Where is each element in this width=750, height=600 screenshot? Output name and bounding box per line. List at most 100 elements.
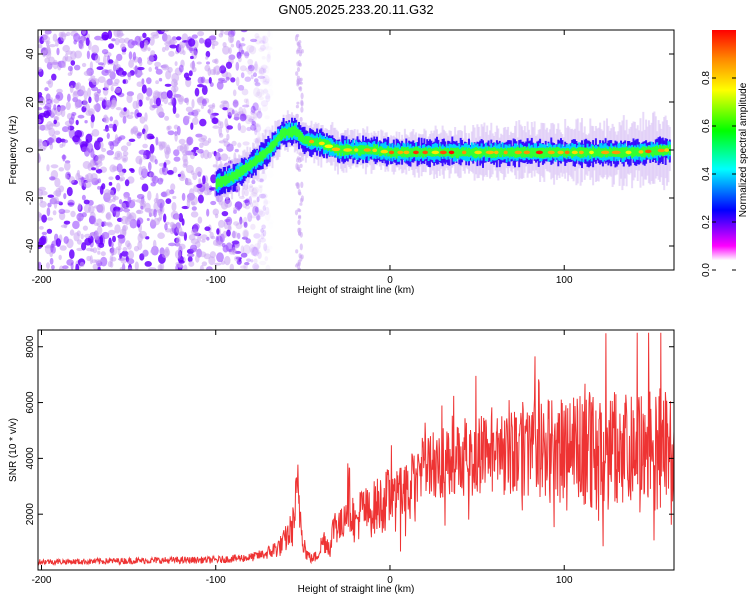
noise-speckle [259, 260, 267, 266]
noise-speckle [165, 198, 172, 205]
noise-speckle [51, 196, 59, 204]
noise-speckle [56, 47, 60, 56]
ridge-band-cell [482, 149, 484, 156]
noise-speckle [251, 120, 257, 126]
noise-speckle [295, 104, 299, 109]
noise-speckle [44, 30, 49, 38]
noise-speckle [233, 113, 240, 121]
ridge-band-cell [274, 138, 277, 147]
noise-speckle [204, 226, 211, 231]
ridge-band-cell [456, 147, 459, 159]
ridge-band-cell [654, 145, 657, 156]
noise-speckle [99, 141, 104, 149]
noise-speckle [95, 204, 104, 211]
noise-speckle [231, 240, 240, 245]
noise-speckle [59, 143, 64, 148]
noise-speckle [84, 120, 88, 124]
noise-speckle [114, 209, 120, 218]
noise-speckle [253, 78, 259, 83]
noise-speckle [191, 99, 195, 109]
ridge-band-cell [256, 155, 259, 164]
noise-speckle [63, 220, 71, 225]
noise-speckle [41, 214, 47, 223]
noise-speckle [231, 140, 237, 147]
noise-speckle [216, 81, 224, 90]
noise-speckle [262, 229, 267, 237]
noise-speckle [230, 43, 235, 48]
noise-speckle [235, 61, 240, 71]
noise-speckle [122, 224, 128, 231]
noise-speckle [240, 252, 248, 258]
noise-speckle [74, 99, 80, 109]
x-tick-label: -200 [31, 275, 51, 286]
noise-speckle [50, 110, 54, 117]
noise-speckle [221, 80, 228, 83]
noise-speckle [185, 106, 193, 113]
noise-speckle [254, 82, 261, 87]
ridge-band-cell [341, 145, 344, 153]
ridge-peak [625, 150, 632, 155]
ridge-band-cell [302, 135, 305, 144]
noise-speckle [170, 183, 176, 191]
noise-speckle [149, 98, 153, 106]
noise-speckle [263, 245, 270, 254]
noise-speckle [174, 213, 180, 220]
noise-speckle [46, 44, 51, 54]
ridge-band-cell [222, 175, 225, 185]
noise-speckle [264, 211, 271, 221]
noise-speckle [69, 85, 74, 94]
noise-speckle [127, 39, 135, 49]
noise-speckle [155, 192, 159, 203]
noise-speckle [76, 169, 80, 177]
noise-speckle [81, 30, 87, 35]
noise-speckle [199, 265, 204, 270]
noise-speckle [299, 117, 303, 122]
noise-speckle [111, 197, 116, 203]
ridge-band-cell [541, 147, 544, 159]
ridge-band-cell [264, 148, 267, 158]
noise-speckle [158, 112, 165, 116]
noise-speckle [178, 243, 186, 250]
ridge-band-cell [242, 165, 245, 175]
ridge-peak [403, 150, 410, 155]
ridge-band-cell [263, 150, 266, 159]
y-tick-label: 20 [25, 96, 36, 108]
noise-speckle [256, 196, 260, 203]
ridge-band-cell [240, 166, 243, 176]
noise-speckle [139, 116, 146, 124]
noise-speckle [167, 125, 172, 130]
noise-speckle [233, 116, 240, 121]
noise-speckle [97, 97, 105, 101]
ridge-peak [601, 150, 610, 155]
noise-speckle [58, 211, 66, 221]
noise-speckle [233, 206, 238, 211]
noise-speckle [161, 30, 169, 33]
noise-speckle [195, 166, 203, 176]
y-tick-label: 2000 [25, 503, 36, 526]
noise-speckle [64, 161, 71, 171]
noise-speckle [250, 112, 258, 119]
noise-speckle [75, 119, 79, 126]
noise-speckle [113, 156, 118, 160]
noise-speckle [226, 133, 230, 141]
noise-speckle [177, 173, 181, 177]
noise-speckle [296, 41, 300, 46]
noise-speckle [81, 242, 87, 251]
noise-speckle [237, 142, 242, 148]
noise-speckle [47, 202, 52, 208]
x-tick-label: -100 [206, 575, 226, 586]
noise-speckle [250, 259, 254, 263]
noise-speckle [44, 245, 52, 249]
noise-speckle [195, 254, 200, 263]
noise-speckle [244, 198, 250, 206]
noise-speckle [137, 72, 144, 76]
noise-speckle [53, 119, 57, 125]
noise-speckle [103, 55, 107, 66]
noise-speckle [244, 188, 249, 197]
ridge-band-cell [228, 173, 231, 183]
ridge-peak [485, 150, 495, 155]
noise-speckle [80, 85, 86, 94]
ridge-peak [431, 150, 440, 155]
noise-speckle [297, 59, 301, 67]
ridge-peak [388, 150, 395, 155]
